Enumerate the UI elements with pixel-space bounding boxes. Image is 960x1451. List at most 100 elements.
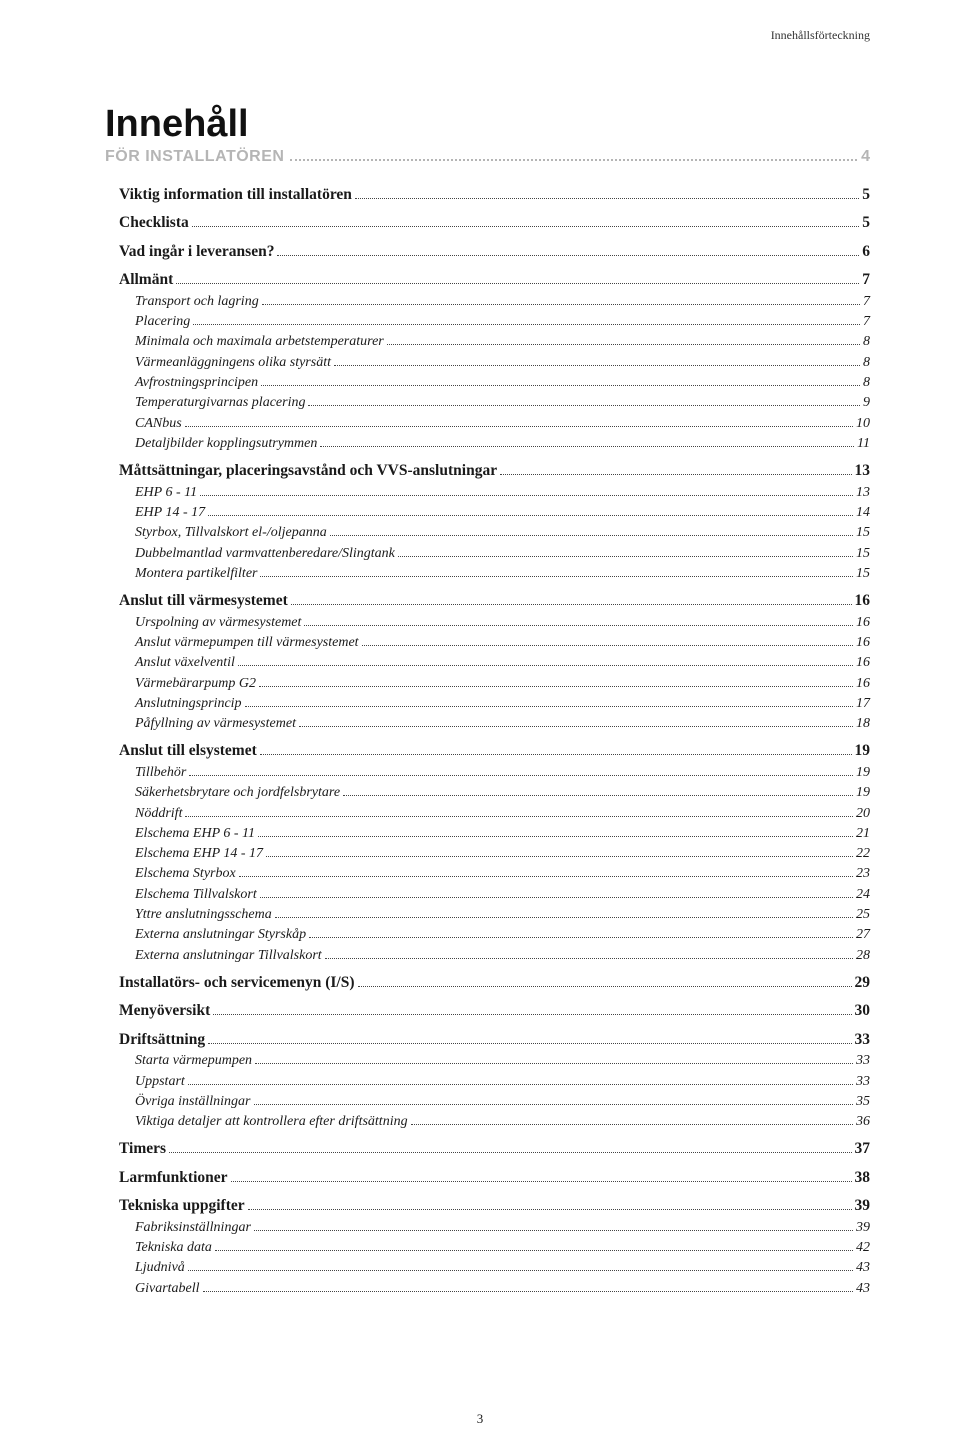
- toc-row: Avfrostningsprincipen8: [105, 373, 870, 393]
- toc-leader-dots: [239, 876, 853, 877]
- toc-entry-label: Minimala och maximala arbetstemperaturer: [105, 332, 384, 352]
- toc-entry-label: Montera partikelfilter: [105, 564, 257, 584]
- toc-entry-page: 15: [856, 523, 870, 543]
- toc-entry-page: 42: [856, 1238, 870, 1258]
- toc-entry-label: Anslut växelventil: [105, 653, 235, 673]
- toc-row: Driftsättning33: [105, 1029, 870, 1051]
- toc-entry-page: 15: [856, 564, 870, 584]
- toc-entry-label: Vad ingår i leveransen?: [105, 241, 274, 263]
- toc-row: Anslut växelventil 16: [105, 653, 870, 673]
- toc-entry-label: Värmeanläggningens olika styrsätt: [105, 353, 331, 373]
- toc-leader-dots: [260, 754, 852, 755]
- toc-entry-label: Nöddrift: [105, 804, 182, 824]
- toc-entry-page: 43: [856, 1279, 870, 1299]
- toc-row: Checklista5: [105, 212, 870, 234]
- toc-entry-page: 17: [856, 694, 870, 714]
- toc-row: Placering7: [105, 312, 870, 332]
- toc-list: Viktig information till installatören5Ch…: [105, 184, 870, 1299]
- toc-row: Anslut värmepumpen till värmesystemet16: [105, 633, 870, 653]
- toc-leader-dots: [325, 958, 853, 959]
- toc-entry-label: Temperaturgivarnas placering: [105, 393, 305, 413]
- toc-row: Nöddrift 20: [105, 804, 870, 824]
- toc-entry-label: Avfrostningsprincipen: [105, 373, 258, 393]
- toc-leader-dots: [398, 556, 853, 557]
- toc-leader-dots: [208, 1043, 851, 1044]
- toc-leader-dots: [254, 1104, 853, 1105]
- toc-row: Värmeanläggningens olika styrsätt8: [105, 353, 870, 373]
- toc-entry-label: Externa anslutningar Styrskåp: [105, 925, 306, 945]
- toc-entry-page: 33: [856, 1072, 870, 1092]
- toc-row: Värmebärarpump G216: [105, 674, 870, 694]
- toc-leader-dots: [238, 665, 853, 666]
- toc-row: Menyöversikt30: [105, 1000, 870, 1022]
- toc-entry-page: 9: [863, 393, 870, 413]
- toc-leader-dots: [411, 1124, 853, 1125]
- toc-row: EHP 6 - 1113: [105, 483, 870, 503]
- toc-entry-page: 19: [856, 763, 870, 783]
- toc-leader-dots: [266, 856, 853, 857]
- toc-entry-page: 21: [856, 824, 870, 844]
- toc-entry-page: 30: [855, 1000, 871, 1022]
- toc-row: Ljudnivå43: [105, 1258, 870, 1278]
- toc-entry-page: 35: [856, 1092, 870, 1112]
- toc-entry-label: Dubbelmantlad varmvattenberedare/Slingta…: [105, 544, 395, 564]
- toc-entry-page: 39: [856, 1218, 870, 1238]
- toc-row: Fabriksinställningar 39: [105, 1218, 870, 1238]
- toc-row: Påfyllning av värmesystemet18: [105, 714, 870, 734]
- toc-entry-page: 29: [855, 972, 871, 994]
- toc-leader-dots: [192, 226, 860, 227]
- toc-entry-page: 6: [862, 241, 870, 263]
- toc-row: Externa anslutningar Styrskåp27: [105, 925, 870, 945]
- toc-leader-dots: [358, 986, 852, 987]
- toc-entry-page: 16: [856, 653, 870, 673]
- toc-leader-dots: [213, 1014, 851, 1015]
- toc-row: Tillbehör19: [105, 763, 870, 783]
- toc-row: Detaljbilder kopplingsutrymmen11: [105, 434, 870, 454]
- toc-leader-dots: [203, 1291, 853, 1292]
- toc-entry-page: 28: [856, 946, 870, 966]
- section-header-leader: [290, 159, 857, 161]
- toc-entry-page: 37: [855, 1138, 871, 1160]
- toc-entry-page: 13: [855, 460, 871, 482]
- toc-entry-page: 5: [862, 212, 870, 234]
- toc-leader-dots: [169, 1152, 851, 1153]
- toc-entry-label: Övriga inställningar: [105, 1092, 251, 1112]
- toc-row: Timers37: [105, 1138, 870, 1160]
- toc-entry-label: CANbus: [105, 414, 182, 434]
- toc-entry-page: 8: [863, 332, 870, 352]
- toc-entry-label: Säkerhetsbrytare och jordfelsbrytare: [105, 783, 340, 803]
- toc-entry-label: EHP 6 - 11: [105, 483, 197, 503]
- toc-entry-label: Starta värmepumpen: [105, 1051, 252, 1071]
- toc-entry-label: Elschema EHP 14 - 17: [105, 844, 263, 864]
- running-head: Innehållsförteckning: [105, 28, 870, 43]
- toc-row: Övriga inställningar 35: [105, 1092, 870, 1112]
- toc-row: Måttsättningar, placeringsavstånd och VV…: [105, 460, 870, 482]
- toc-entry-page: 18: [856, 714, 870, 734]
- toc-row: Uppstart33: [105, 1072, 870, 1092]
- toc-row: Elschema EHP 6 - 1121: [105, 824, 870, 844]
- toc-row: Externa anslutningar Tillvalskort28: [105, 946, 870, 966]
- toc-leader-dots: [193, 324, 860, 325]
- toc-leader-dots: [200, 495, 853, 496]
- toc-entry-page: 33: [856, 1051, 870, 1071]
- toc-entry-page: 39: [855, 1195, 871, 1217]
- toc-entry-label: Allmänt: [105, 269, 173, 291]
- toc-entry-page: 5: [862, 184, 870, 206]
- toc-row: Installatörs- och servicemenyn (I/S)29: [105, 972, 870, 994]
- toc-entry-label: Viktiga detaljer att kontrollera efter d…: [105, 1112, 408, 1132]
- toc-entry-label: Fabriksinställningar: [105, 1218, 251, 1238]
- toc-row: Säkerhetsbrytare och jordfelsbrytare 19: [105, 783, 870, 803]
- toc-leader-dots: [309, 937, 853, 938]
- toc-row: Vad ingår i leveransen? 6: [105, 241, 870, 263]
- toc-entry-label: Anslut värmepumpen till värmesystemet: [105, 633, 359, 653]
- toc-row: Elschema Tillvalskort24: [105, 885, 870, 905]
- toc-entry-page: 16: [855, 590, 871, 612]
- toc-row: Tekniska uppgifter39: [105, 1195, 870, 1217]
- toc-leader-dots: [231, 1181, 852, 1182]
- toc-entry-page: 19: [856, 783, 870, 803]
- toc-leader-dots: [259, 686, 853, 687]
- toc-row: Styrbox, Tillvalskort el-/oljepanna15: [105, 523, 870, 543]
- toc-leader-dots: [262, 304, 860, 305]
- toc-entry-label: Givartabell: [105, 1279, 200, 1299]
- toc-entry-page: 20: [856, 804, 870, 824]
